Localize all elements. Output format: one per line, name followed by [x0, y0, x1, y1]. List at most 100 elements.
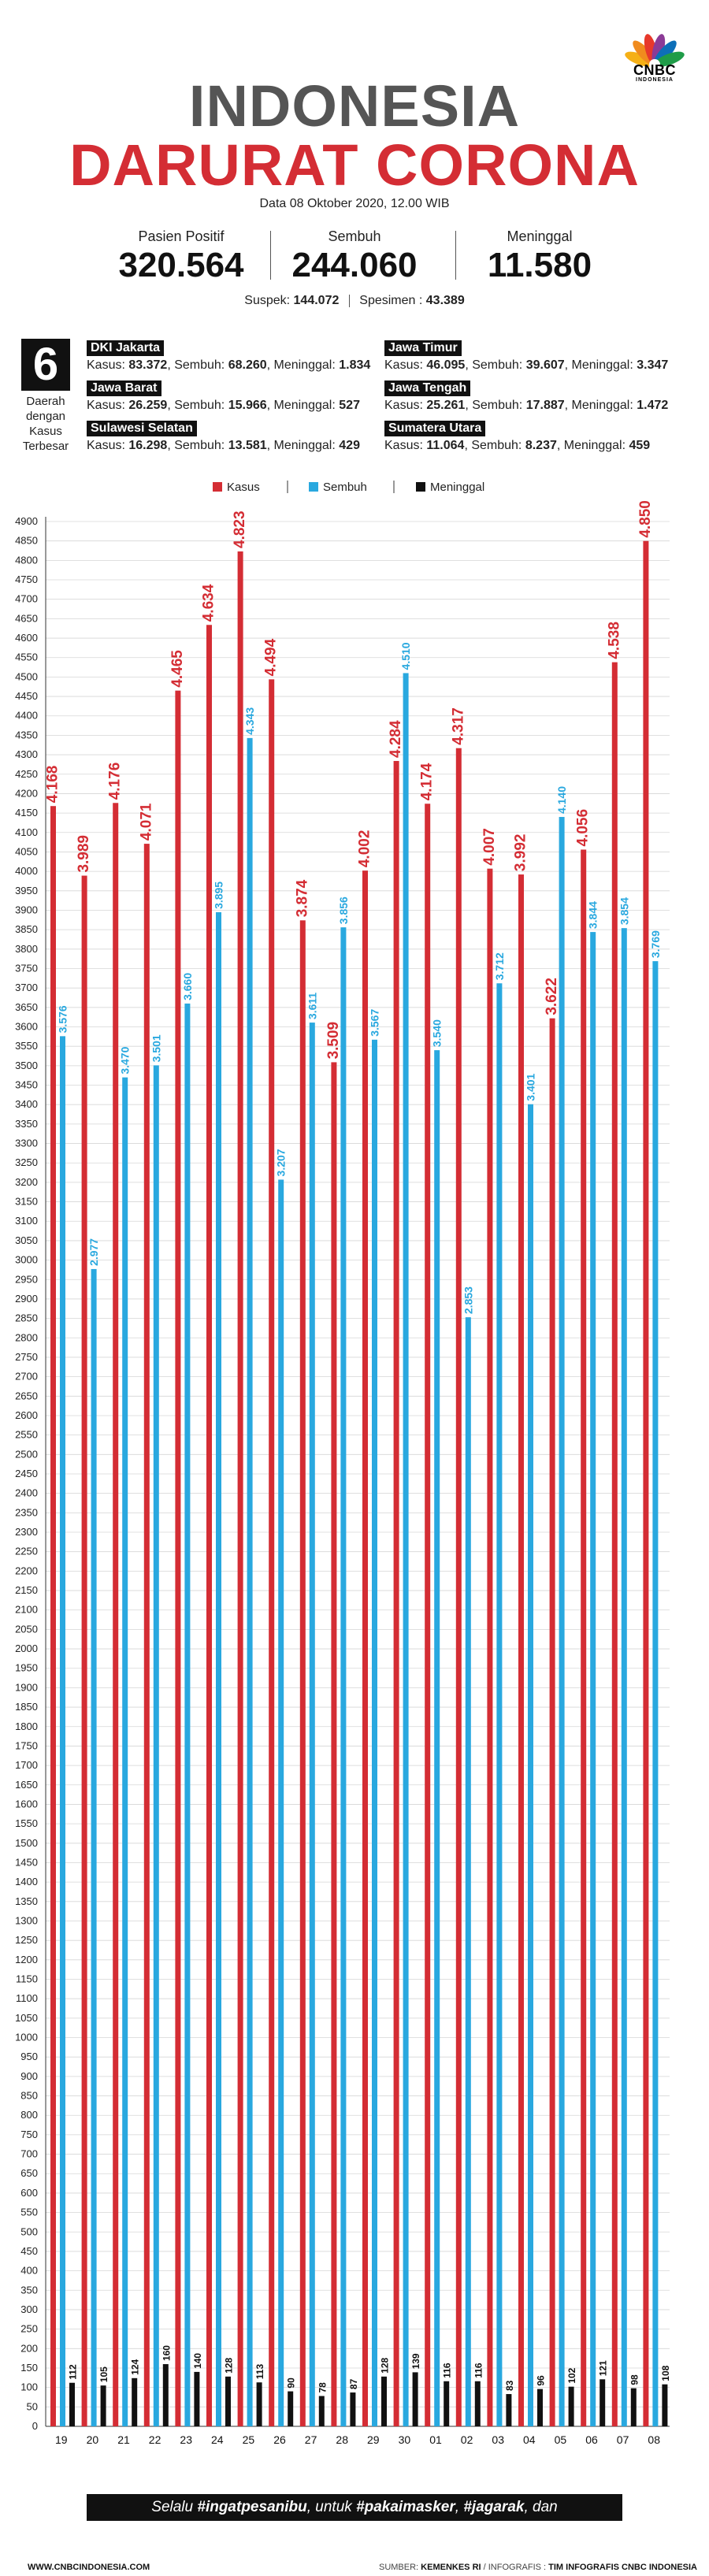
bar-kasus: [299, 920, 306, 2426]
data-label-kasus: 3.992: [513, 834, 529, 872]
spesimen-label: Spesimen :: [359, 294, 423, 307]
data-label-meninggal: 160: [161, 2345, 172, 2361]
data-label-meninggal: 102: [566, 2367, 577, 2383]
bar-meninggal: [162, 2364, 169, 2426]
cnbc-peacock-logo: [625, 34, 685, 70]
y-tick-label: 1750: [15, 1739, 38, 1751]
bar-sembuh: [465, 1317, 471, 2426]
province-sulawesi-selatan: Sulawesi Selatan Kasus: 16.298, Sembuh: …: [87, 421, 386, 453]
bar-meninggal: [568, 2386, 574, 2426]
data-label-sembuh: 4.510: [399, 642, 412, 670]
data-label-kasus: 3.874: [294, 879, 310, 917]
y-tick-label: 450: [20, 2245, 38, 2257]
y-tick-label: 2950: [15, 1273, 38, 1285]
bar-kasus: [237, 551, 243, 2427]
x-tick-label: 04: [523, 2433, 536, 2446]
y-tick-label: 1150: [16, 1973, 38, 1985]
x-tick-label: 27: [305, 2433, 317, 2446]
y-tick-label: 3400: [15, 1098, 38, 1110]
data-label-meninggal: 139: [410, 2353, 421, 2369]
y-tick-label: 3500: [15, 1060, 38, 1071]
bar-meninggal: [69, 2382, 75, 2426]
data-label-meninggal: 96: [536, 2375, 547, 2386]
y-tick-label: 100: [20, 2381, 38, 2393]
title-line-2: DARURAT CORONA: [69, 132, 640, 198]
bar-sembuh: [528, 1104, 533, 2426]
y-tick-label: 0: [32, 2420, 38, 2432]
bar-sembuh: [216, 911, 221, 2426]
bar-kasus: [549, 1018, 555, 2426]
province-name: Jawa Barat: [87, 380, 161, 396]
y-tick-label: 3100: [15, 1215, 38, 1227]
bar-meninggal: [256, 2382, 262, 2426]
bar-kasus: [269, 679, 275, 2426]
bar-sembuh: [60, 1036, 65, 2426]
suspek-value: 144.072: [293, 294, 340, 307]
y-tick-label: 2750: [15, 1351, 38, 1363]
x-tick-label: 02: [461, 2433, 473, 2446]
y-tick-label: 850: [20, 2090, 38, 2102]
stat-label: Pasien Positif: [138, 228, 225, 244]
stat-sembuh: Sembuh 244.060: [260, 228, 449, 286]
data-label-meninggal: 116: [442, 2363, 453, 2378]
y-tick-label: 2050: [15, 1623, 38, 1635]
province-detail: Kasus: 83.372, Sembuh: 68.260, Meninggal…: [87, 358, 371, 372]
data-label-sembuh: 3.576: [57, 1005, 69, 1033]
y-tick-label: 3150: [15, 1196, 38, 1208]
bar-sembuh: [372, 1039, 377, 2426]
province-caption: Daerah dengan Kasus Terbesar: [22, 395, 69, 453]
y-tick-label: 1700: [15, 1759, 38, 1771]
stat-divider: [270, 231, 271, 280]
bar-meninggal: [194, 2371, 200, 2426]
website-link[interactable]: WWW.CNBCINDONESIA.COM: [28, 2563, 150, 2572]
data-label-kasus: 4.284: [388, 720, 404, 758]
y-tick-label: 3700: [15, 982, 38, 993]
y-tick-label: 400: [20, 2265, 38, 2277]
legend-label-meninggal: Meninggal: [430, 481, 484, 494]
bar-meninggal: [381, 2376, 387, 2426]
y-tick-label: 1650: [15, 1779, 38, 1791]
province-name: Sulawesi Selatan: [87, 421, 197, 436]
y-tick-label: 500: [20, 2225, 38, 2237]
y-tick-label: 3950: [15, 885, 38, 896]
data-date: Data 08 Oktober 2020, 12.00 WIB: [259, 197, 450, 210]
data-label-sembuh: 3.895: [213, 882, 225, 909]
y-tick-label: 2250: [15, 1546, 38, 1557]
legend-label-kasus: Kasus: [227, 481, 260, 494]
data-label-kasus: 4.634: [201, 584, 217, 622]
bar-meninggal: [662, 2384, 668, 2426]
y-tick-label: 900: [20, 2070, 38, 2082]
y-tick-label: 4450: [15, 690, 38, 702]
data-label-meninggal: 121: [598, 2360, 609, 2376]
y-tick-label: 550: [20, 2207, 38, 2218]
y-tick-label: 1050: [15, 2012, 38, 2024]
y-tick-label: 4050: [15, 845, 38, 857]
logo-feather-6: [654, 51, 685, 67]
bar-meninggal: [599, 2379, 606, 2426]
bar-sembuh: [309, 1023, 315, 2426]
bar-kasus: [50, 806, 56, 2426]
x-tick-label: 01: [429, 2433, 442, 2446]
y-tick-label: 1500: [15, 1837, 38, 1849]
bar-meninggal: [318, 2396, 325, 2426]
legend-label-sembuh: Sembuh: [323, 481, 367, 494]
y-tick-label: 3850: [15, 923, 38, 935]
y-tick-label: 3200: [15, 1176, 38, 1188]
bar-kasus: [143, 844, 150, 2426]
y-tick-label: 3750: [15, 962, 38, 974]
y-tick-label: 2700: [15, 1371, 38, 1383]
data-label-kasus: 4.850: [637, 500, 654, 538]
province-jawa-barat: Jawa Barat Kasus: 26.259, Sembuh: 15.966…: [87, 380, 386, 413]
y-tick-label: 1450: [15, 1856, 38, 1868]
data-label-sembuh: 3.567: [369, 1009, 381, 1037]
y-tick-label: 4000: [15, 865, 38, 877]
y-tick-label: 350: [20, 2284, 38, 2296]
y-tick-label: 3450: [15, 1079, 38, 1091]
data-label-kasus: 4.007: [481, 828, 498, 866]
y-tick-label: 4900: [15, 515, 38, 527]
y-tick-label: 1850: [15, 1701, 38, 1713]
data-label-meninggal: 90: [286, 2377, 297, 2389]
data-label-sembuh: 3.712: [493, 952, 506, 980]
y-tick-label: 1400: [15, 1876, 38, 1887]
bar-sembuh: [621, 928, 627, 2426]
